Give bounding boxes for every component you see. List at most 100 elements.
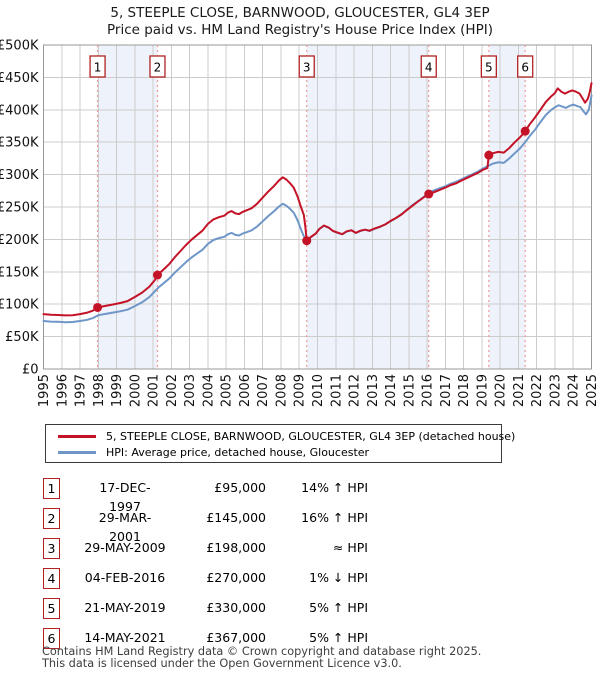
x-tick-label: 2019 — [475, 374, 490, 407]
x-tick-label: 2012 — [348, 374, 363, 407]
x-tick-label: 2007 — [256, 374, 271, 407]
y-axis-labels: £0 £50K £100K £150K £200K £250K £300K £350K £400… — [0, 39, 39, 378]
y-tick-label: £300K — [0, 168, 39, 183]
sale-dot — [93, 302, 103, 312]
hpi-line-swatch — [58, 450, 96, 454]
sale-row-2: 2 29-MAR-2001 £145,000 16% ↑ HPI — [0, 508, 600, 544]
sale-date: 29-MAY-2009 — [84, 540, 166, 555]
license-footer: Contains HM Land Registry data © Crown c… — [42, 646, 582, 669]
page-title: 5, STEEPLE CLOSE, BARNWOOD, GLOUCESTER, … — [110, 5, 490, 21]
sale-marker-number: 3 — [303, 61, 311, 75]
sale-price: £270,000 — [206, 570, 266, 585]
x-tick-label: 2003 — [183, 374, 198, 407]
page-subtitle: Price paid vs. HM Land Registry's House … — [107, 22, 493, 38]
sale-marker-number: 6 — [521, 61, 529, 75]
sale-hpi-delta: 1% ↓ HPI — [309, 570, 368, 585]
x-tick-label: 1998 — [92, 374, 107, 407]
x-tick-label: 2000 — [128, 374, 143, 407]
sale-number-badge: 2 — [43, 508, 60, 529]
sale-marker-box — [420, 55, 437, 78]
x-tick-label: 2023 — [548, 374, 563, 407]
x-axis-labels: 1995 1996 1997 1998 1999 2000 2001 2002 2003 2004… — [37, 374, 600, 407]
sale-marker-box — [298, 55, 315, 78]
sale-number-badge: 1 — [43, 478, 60, 499]
x-tick-label: 2017 — [439, 374, 454, 407]
sale-dot — [302, 236, 312, 246]
y-tick-label: £50K — [5, 330, 39, 345]
chart-legend: 5, STEEPLE CLOSE, BARNWOOD, GLOUCESTER, … — [45, 424, 515, 463]
sale-marker-number: 2 — [154, 61, 162, 75]
x-tick-label: 2025 — [585, 374, 600, 407]
y-tick-label: £0 — [22, 363, 39, 378]
sale-date: 21-MAY-2019 — [84, 600, 166, 615]
x-tick-label: 1999 — [110, 374, 125, 407]
sale-date: 29-MAR-2001 — [98, 510, 152, 544]
x-tick-label: 2018 — [457, 374, 472, 407]
x-tick-label: 2010 — [311, 374, 326, 407]
x-tick-label: 2022 — [530, 374, 545, 407]
sale-dot — [484, 150, 494, 160]
y-tick-label: £250K — [0, 201, 39, 216]
sale-row-5: 5 21-MAY-2019 £330,000 5% ↑ HPI — [0, 598, 600, 628]
sale-price: £145,000 — [206, 510, 266, 525]
x-tick-label: 2024 — [567, 374, 582, 407]
x-tick-label: 2015 — [402, 374, 417, 407]
plot-border — [43, 44, 592, 370]
sale-marker-number: 5 — [485, 61, 493, 75]
sale-hpi-delta: 5% ↑ HPI — [309, 600, 368, 615]
price-history-chart: 1 2 3 4 5 6 £0 £50K £100K £150K £200K £250K £300K £35… — [0, 39, 600, 408]
x-tick-label: 2021 — [512, 374, 527, 407]
sale-dots — [93, 126, 530, 312]
sale-marker-box — [480, 55, 497, 78]
sale-marker-number: 4 — [425, 61, 433, 75]
x-tick-label: 2005 — [220, 374, 235, 407]
x-tick-label: 2004 — [201, 374, 216, 407]
y-tick-label: £150K — [0, 265, 39, 280]
price-paid-line — [42, 82, 593, 317]
y-tick-label: £450K — [0, 71, 39, 86]
sale-number-badge: 3 — [43, 538, 60, 559]
price-line-swatch — [58, 434, 96, 438]
sale-hpi-delta: 5% ↑ HPI — [309, 630, 368, 645]
x-tick-label: 2001 — [147, 374, 162, 407]
sale-marker-box — [149, 55, 166, 78]
x-tick-label: 2009 — [293, 374, 308, 407]
legend-label-price: 5, STEEPLE CLOSE, BARNWOOD, GLOUCESTER, … — [106, 429, 516, 443]
sale-dot — [424, 189, 434, 199]
sale-marker-number: 1 — [94, 61, 102, 75]
sale-date: 04-FEB-2016 — [84, 570, 166, 585]
sale-price: £198,000 — [206, 540, 266, 555]
x-tick-label: 1995 — [37, 374, 52, 407]
sale-hpi-delta: ≈ HPI — [332, 540, 368, 555]
sale-hpi-delta: 14% ↑ HPI — [301, 480, 368, 495]
legend-label-hpi: HPI: Average price, detached house, Glou… — [106, 445, 370, 459]
sale-date: 17-DEC-1997 — [99, 480, 151, 514]
y-tick-label: £500K — [0, 39, 39, 54]
sale-row-3: 3 29-MAY-2009 £198,000 ≈ HPI — [0, 538, 600, 568]
sale-number-badge: 5 — [43, 598, 60, 619]
legend-item-price: 5, STEEPLE CLOSE, BARNWOOD, GLOUCESTER, … — [46, 428, 515, 444]
x-tick-label: 2008 — [274, 374, 289, 407]
sale-marker-box — [517, 55, 534, 78]
footer-line-2: This data is licensed under the Open Gov… — [42, 656, 402, 670]
sale-row-4: 4 04-FEB-2016 £270,000 1% ↓ HPI — [0, 568, 600, 598]
y-tick-label: £400K — [0, 103, 39, 118]
sale-dot — [152, 270, 162, 280]
legend-item-hpi: HPI: Average price, detached house, Glou… — [46, 444, 501, 460]
y-tick-label: £100K — [0, 298, 39, 313]
sale-markers: 1 2 3 4 5 6 — [89, 55, 534, 78]
x-tick-label: 2011 — [329, 374, 344, 407]
x-tick-label: 2014 — [384, 374, 399, 407]
sale-hpi-delta: 16% ↑ HPI — [301, 510, 368, 525]
x-tick-label: 2016 — [421, 374, 436, 407]
sale-number-badge: 6 — [43, 628, 60, 649]
x-tick-label: 2006 — [238, 374, 253, 407]
sale-row-1: 1 17-DEC-1997 £95,000 14% ↑ HPI — [0, 478, 600, 514]
footer-line-1: Contains HM Land Registry data © Crown c… — [42, 645, 482, 658]
sale-number-badge: 4 — [43, 568, 60, 589]
sale-row-6: 6 14-MAY-2021 £367,000 5% ↑ HPI — [0, 628, 600, 658]
sale-dot — [520, 126, 530, 136]
sale-marker-box — [89, 55, 106, 78]
y-tick-label: £350K — [0, 136, 39, 151]
